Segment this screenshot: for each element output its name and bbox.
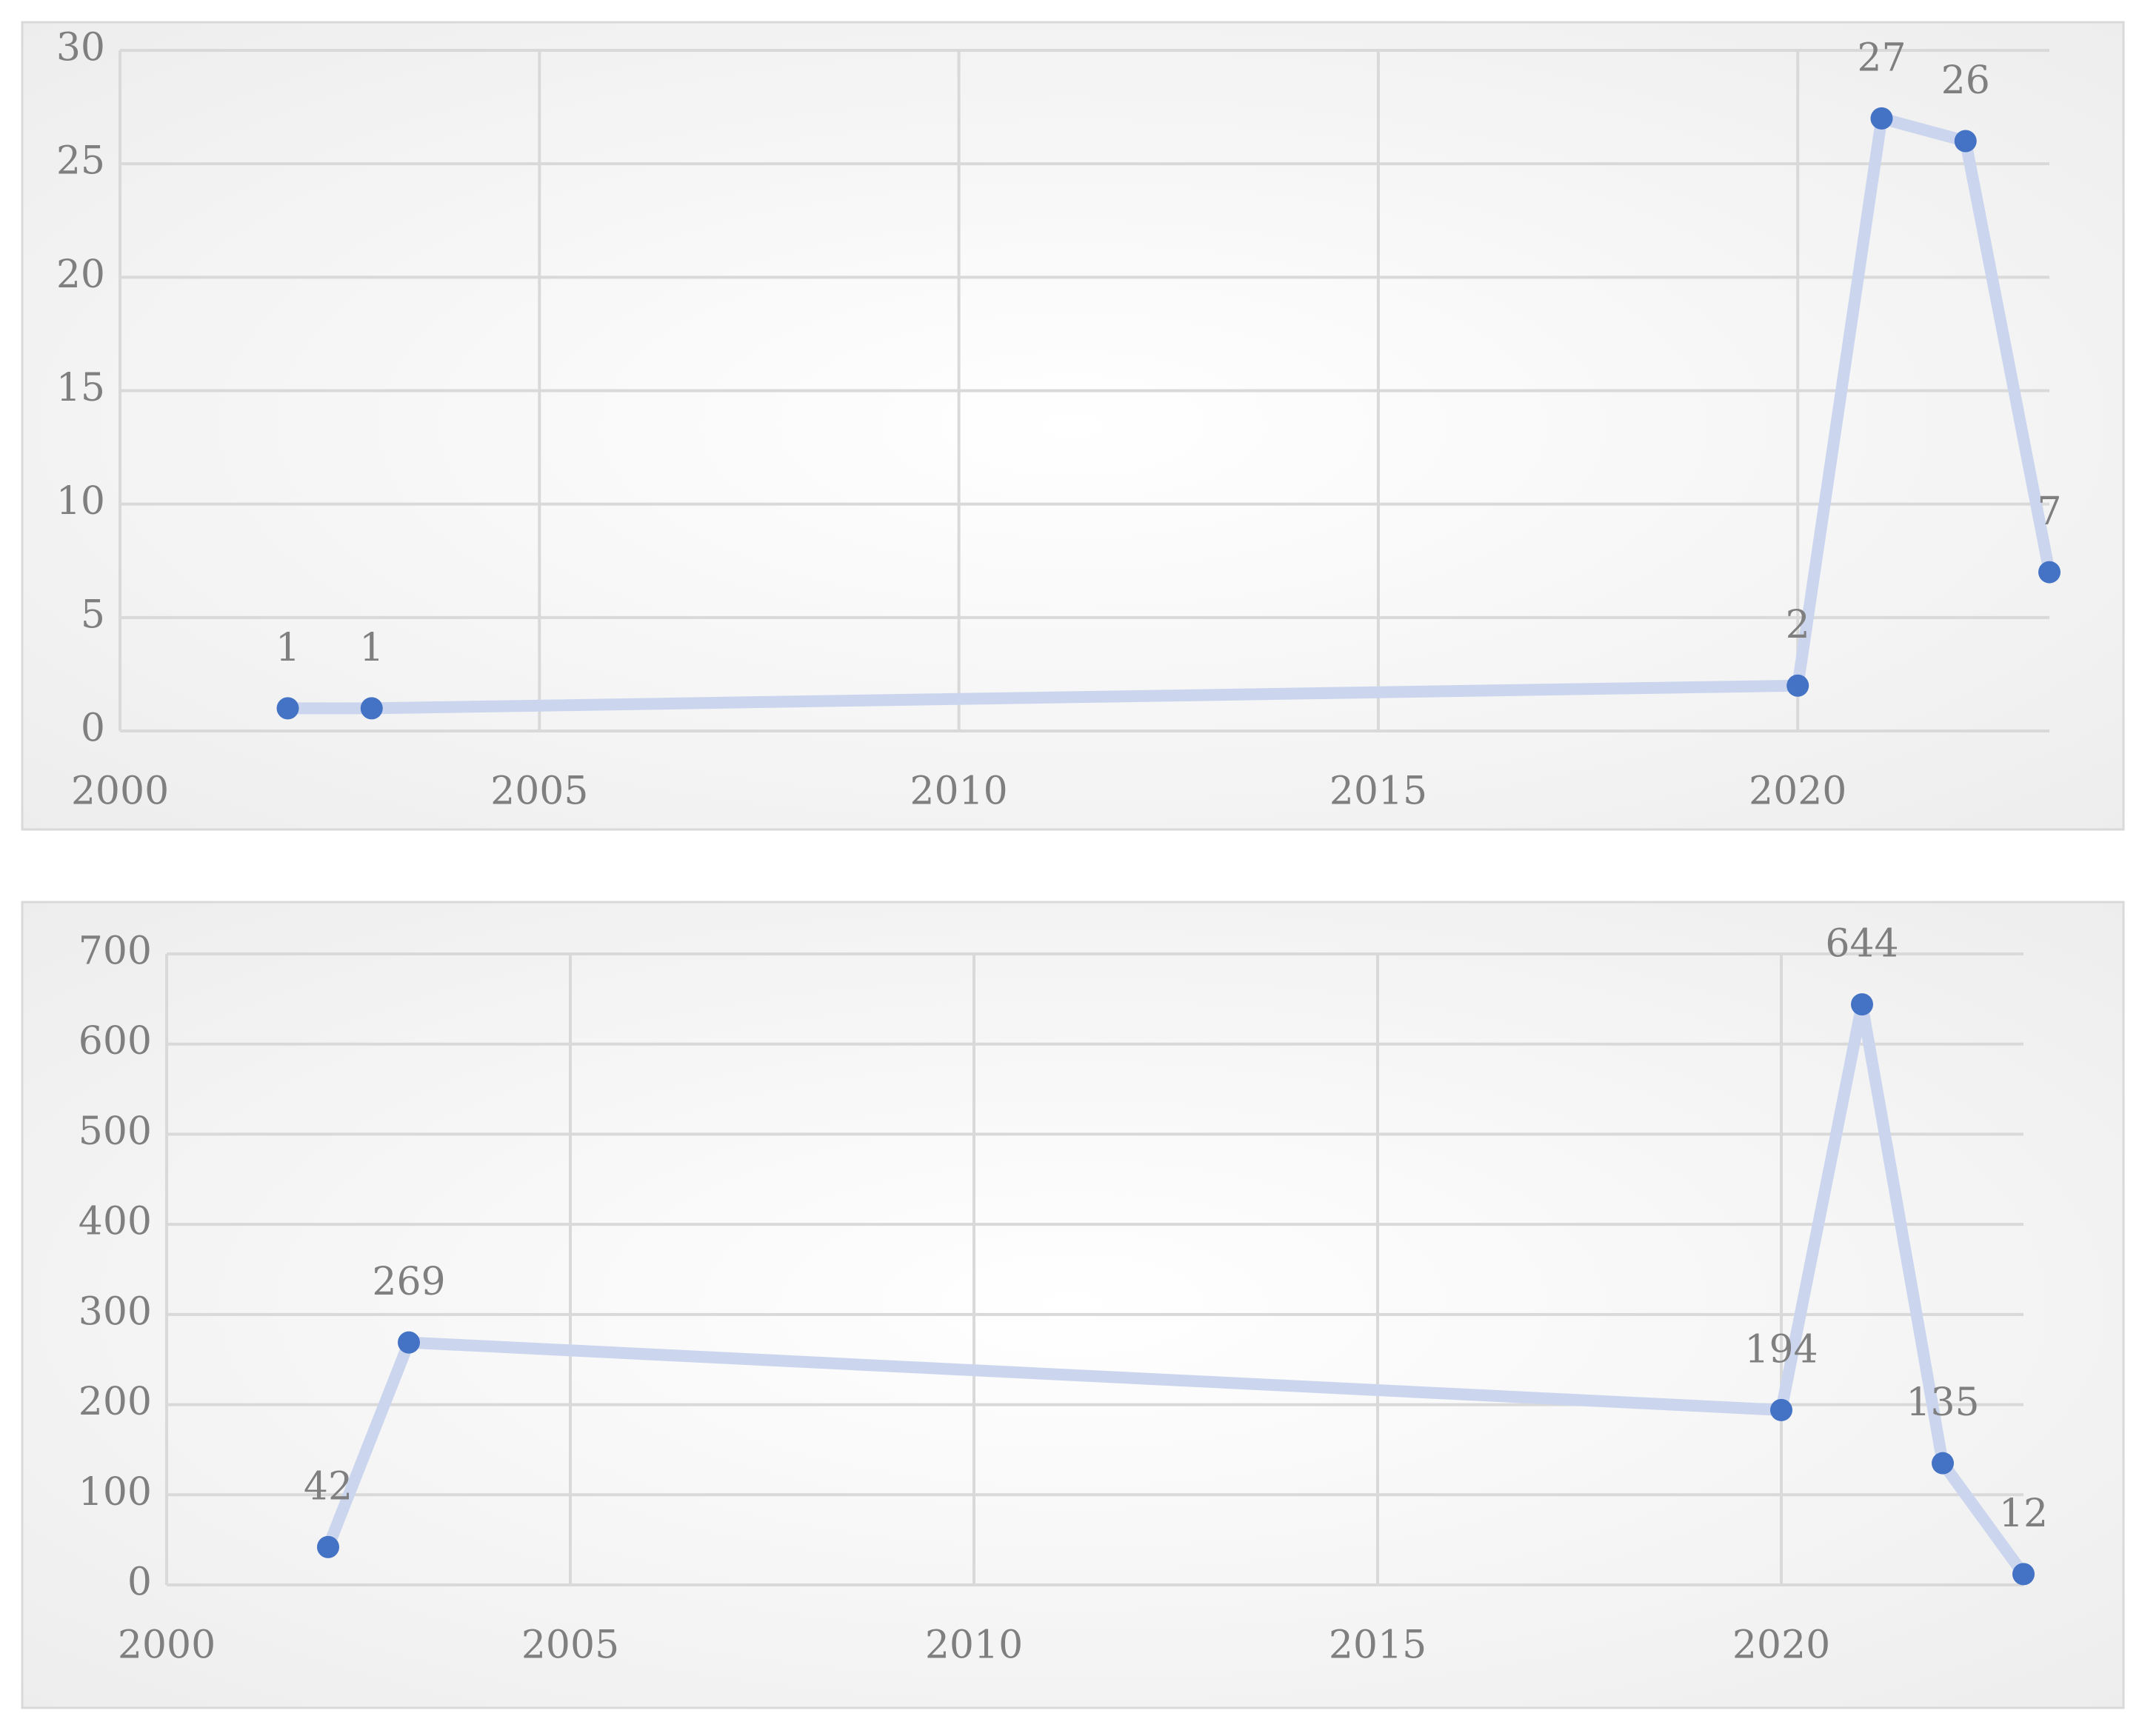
- data-point: [1851, 993, 1873, 1016]
- y-tick-label: 30: [56, 26, 105, 70]
- x-tick-label: 2005: [521, 1623, 619, 1668]
- data-point: [1786, 674, 1809, 697]
- x-tick-label: 2005: [490, 769, 588, 814]
- x-tick-label: 2020: [1749, 769, 1846, 814]
- data-point: [1770, 1398, 1792, 1421]
- data-point: [1932, 1452, 1954, 1475]
- data-label: 644: [1825, 922, 1898, 967]
- x-tick-label: 2000: [118, 1623, 216, 1668]
- data-line: [322, 998, 2029, 1580]
- data-point: [2012, 1563, 2035, 1586]
- y-tick-label: 20: [56, 253, 105, 297]
- y-tick-label: 200: [79, 1380, 152, 1424]
- chart: 0 5 10 15 20 25 30 2000 2005 2010 2015 2020 1 1 2 27 26 7: [21, 21, 2125, 831]
- x-tick-label: 2010: [910, 769, 1007, 814]
- data-label: 42: [304, 1464, 353, 1509]
- y-tick-label: 15: [56, 366, 105, 410]
- y-tick-label: 5: [81, 592, 105, 637]
- y-tick-label: 25: [56, 139, 105, 184]
- x-tick-label: 2020: [1732, 1623, 1830, 1668]
- data-label: 27: [1857, 36, 1906, 80]
- x-tick-label: 2000: [71, 769, 169, 814]
- data-line: [281, 112, 2055, 715]
- data-point: [1954, 130, 1977, 153]
- y-tick-label: 0: [127, 1560, 152, 1605]
- data-label: 12: [1999, 1492, 2048, 1536]
- data-label: 7: [2037, 490, 2061, 534]
- y-tick-label: 300: [79, 1289, 152, 1334]
- y-tick-label: 0: [81, 707, 105, 751]
- data-point: [398, 1331, 420, 1354]
- data-point: [2038, 561, 2061, 584]
- x-tick-label: 2010: [925, 1623, 1023, 1668]
- data-label: 269: [372, 1260, 445, 1304]
- data-point: [360, 697, 383, 720]
- chart: 0 100 200 300 400 500 600 700 2000 2005 2010 2015 20…: [21, 901, 2125, 1709]
- data-point: [1870, 107, 1893, 130]
- data-label: 194: [1744, 1327, 1818, 1372]
- y-tick-label: 400: [79, 1200, 152, 1244]
- y-tick-label: 500: [79, 1109, 152, 1154]
- data-label: 135: [1906, 1381, 1979, 1425]
- y-tick-label: 600: [79, 1019, 152, 1064]
- x-tick-label: 2015: [1329, 1623, 1427, 1668]
- data-label: 1: [359, 626, 384, 670]
- y-tick-label: 100: [79, 1470, 152, 1515]
- data-label: 26: [1941, 59, 1990, 103]
- data-label: 1: [276, 626, 300, 670]
- y-tick-label: 10: [56, 479, 105, 524]
- data-label: 2: [1786, 603, 1810, 647]
- x-tick-label: 2015: [1329, 769, 1427, 814]
- y-tick-label: 700: [79, 929, 152, 974]
- chart-background: [21, 901, 2125, 1709]
- data-point: [276, 697, 299, 720]
- data-point: [317, 1535, 339, 1558]
